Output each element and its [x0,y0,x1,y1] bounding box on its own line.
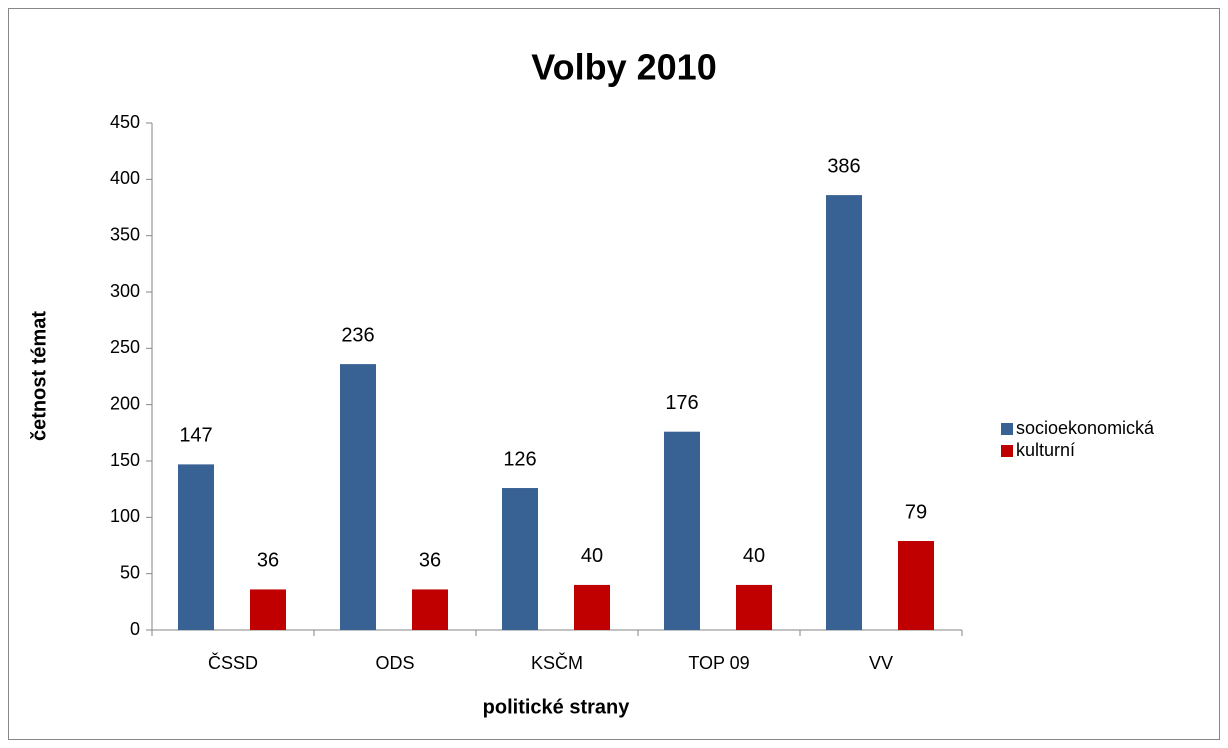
bar [826,195,862,630]
bar [250,589,286,630]
x-tick-label: VV [869,653,893,673]
legend-swatch [1001,423,1013,435]
bar [574,584,610,630]
bar [412,589,448,630]
y-tick-label: 300 [110,281,140,301]
y-tick-label: 100 [110,506,140,526]
y-axis-label: četnost témat [28,311,50,441]
data-label: 386 [827,155,860,177]
y-tick-label: 0 [130,619,140,639]
y-tick-label: 150 [110,450,140,470]
bar [736,584,772,630]
legend-label: socioekonomická [1016,418,1155,438]
y-tick-label: 350 [110,224,140,244]
bar [664,431,700,630]
bar [178,464,214,630]
data-label: 36 [257,550,279,572]
bar [898,540,934,630]
y-tick-label: 400 [110,168,140,188]
data-label: 147 [179,425,212,447]
data-label: 176 [665,392,698,414]
y-tick-label: 450 [110,112,140,132]
bar [502,488,538,630]
y-tick-label: 250 [110,337,140,357]
x-tick-label: ODS [375,653,414,673]
bar [340,364,376,630]
chart-title: Volby 2010 [531,47,716,88]
legend-label: kulturní [1016,440,1075,460]
legend-swatch [1001,445,1013,457]
data-label: 236 [341,324,374,346]
data-label: 126 [503,448,536,470]
data-label: 40 [743,545,765,567]
x-tick-label: KSČM [531,652,583,673]
y-tick-label: 50 [120,562,140,582]
x-axis-label: politické strany [483,696,631,718]
data-label: 40 [581,545,603,567]
y-tick-label: 200 [110,393,140,413]
data-label: 36 [419,550,441,572]
data-label: 79 [905,501,927,523]
x-tick-label: TOP 09 [688,653,749,673]
x-tick-label: ČSSD [208,652,258,673]
